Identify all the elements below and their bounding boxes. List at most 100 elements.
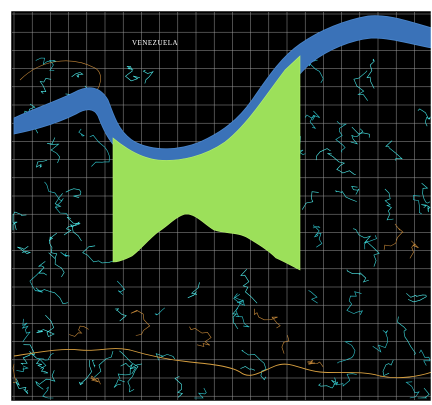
- stream: [366, 58, 375, 89]
- contour-line: [19, 60, 101, 97]
- stream: [384, 188, 394, 221]
- stream: [241, 349, 267, 381]
- stream: [35, 370, 56, 390]
- stream: [335, 120, 347, 153]
- stream: [48, 232, 58, 259]
- stream: [12, 363, 17, 383]
- stream: [307, 360, 324, 368]
- stream: [346, 291, 363, 315]
- stream: [71, 221, 82, 242]
- stream: [78, 360, 92, 386]
- stream: [333, 373, 357, 387]
- stream: [117, 362, 133, 380]
- stream: [63, 216, 81, 236]
- stream: [36, 314, 55, 338]
- stream: [397, 316, 416, 356]
- stream: [346, 269, 369, 283]
- stream: [417, 387, 430, 399]
- stream: [36, 159, 48, 169]
- stream: [409, 240, 419, 259]
- stream: [406, 293, 427, 303]
- stream: [48, 252, 65, 278]
- stream: [315, 148, 331, 161]
- stream: [351, 186, 360, 195]
- stream: [417, 108, 431, 127]
- stream: [35, 57, 57, 71]
- stream: [116, 280, 126, 295]
- stream: [350, 128, 364, 145]
- stream: [154, 307, 165, 316]
- stream: [327, 153, 356, 175]
- stream: [15, 378, 29, 395]
- stream: [382, 359, 394, 377]
- stream: [93, 351, 114, 378]
- stream: [421, 204, 431, 213]
- stream: [21, 318, 31, 343]
- stream: [421, 182, 431, 204]
- stream: [174, 376, 184, 398]
- stream: [119, 350, 139, 393]
- stream: [54, 193, 63, 208]
- stream: [318, 377, 337, 389]
- stream: [254, 308, 281, 329]
- stream: [17, 245, 32, 255]
- stream: [304, 114, 316, 121]
- stream: [89, 134, 110, 167]
- study-area: [112, 55, 301, 271]
- stream: [42, 386, 54, 399]
- stream: [38, 261, 47, 276]
- stream: [16, 365, 29, 372]
- stream: [65, 188, 82, 198]
- stream: [308, 290, 318, 304]
- stream: [29, 351, 49, 374]
- stream: [351, 126, 370, 138]
- stream: [20, 344, 35, 365]
- stream: [130, 310, 151, 336]
- stream: [114, 308, 127, 322]
- stream: [69, 325, 89, 337]
- stream: [54, 200, 69, 217]
- streams: [12, 57, 431, 399]
- stream: [44, 181, 64, 202]
- stream: [385, 140, 403, 161]
- stream: [383, 223, 404, 250]
- stream: [71, 72, 84, 78]
- contour-line: [13, 348, 432, 379]
- stream: [91, 359, 96, 368]
- stream: [232, 307, 239, 330]
- stream: [189, 326, 212, 347]
- stream: [372, 330, 389, 353]
- stream: [353, 70, 368, 101]
- stream: [313, 227, 323, 248]
- stream: [364, 235, 377, 250]
- stream: [240, 366, 256, 371]
- stream: [90, 375, 101, 385]
- stream: [240, 268, 258, 304]
- stream: [39, 78, 52, 94]
- stream: [312, 224, 321, 229]
- stream: [353, 228, 380, 267]
- stream: [12, 211, 27, 231]
- stream: [413, 195, 422, 215]
- stream: [12, 221, 18, 231]
- stream: [187, 282, 200, 299]
- stream: [234, 293, 245, 306]
- stream: [29, 269, 43, 293]
- stream: [38, 352, 54, 369]
- stream: [419, 349, 431, 366]
- stream: [194, 387, 207, 399]
- stream: [309, 110, 320, 129]
- stream: [405, 381, 420, 399]
- stream: [47, 137, 61, 164]
- stream: [82, 245, 114, 264]
- stream: [60, 252, 70, 257]
- stream: [113, 379, 126, 388]
- stream: [337, 340, 356, 364]
- country-label: VENEZUELA: [132, 39, 178, 47]
- stream: [78, 128, 85, 137]
- stream: [301, 191, 319, 210]
- stream: [142, 69, 154, 84]
- stream: [281, 335, 290, 354]
